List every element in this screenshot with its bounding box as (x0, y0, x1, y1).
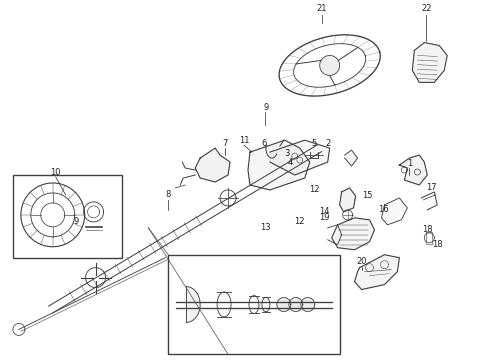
Text: 18: 18 (422, 225, 433, 234)
Text: 12: 12 (310, 185, 320, 194)
Polygon shape (382, 198, 407, 225)
Polygon shape (301, 298, 315, 311)
Text: 7: 7 (222, 139, 228, 148)
Polygon shape (289, 298, 303, 311)
Text: 8: 8 (166, 190, 171, 199)
Text: 18: 18 (432, 240, 442, 249)
Bar (13, 175, 122, 258)
Text: 11: 11 (239, 136, 249, 145)
Text: 13: 13 (260, 223, 270, 232)
Polygon shape (195, 148, 230, 182)
Text: 21: 21 (317, 4, 327, 13)
Polygon shape (355, 255, 399, 289)
Polygon shape (340, 188, 356, 212)
Text: 12: 12 (294, 217, 305, 226)
Text: 6: 6 (261, 139, 267, 148)
Polygon shape (186, 287, 200, 323)
Text: 4: 4 (287, 158, 293, 167)
Text: 1: 1 (407, 158, 412, 167)
Text: 9: 9 (73, 217, 78, 226)
Text: 14: 14 (319, 207, 330, 216)
Text: 9: 9 (263, 103, 269, 112)
Polygon shape (319, 55, 340, 75)
Text: 19: 19 (319, 213, 330, 222)
Text: 15: 15 (362, 192, 373, 201)
Text: 22: 22 (421, 4, 432, 13)
Polygon shape (399, 155, 427, 185)
Bar (168, 255, 340, 354)
Text: 20: 20 (356, 257, 367, 266)
Polygon shape (413, 42, 447, 82)
Polygon shape (332, 218, 374, 250)
Polygon shape (344, 150, 358, 166)
Text: 5: 5 (311, 139, 317, 148)
Text: 2: 2 (325, 139, 330, 148)
Text: 3: 3 (284, 149, 290, 158)
Polygon shape (270, 140, 330, 175)
Polygon shape (248, 140, 310, 190)
Polygon shape (277, 298, 291, 311)
Text: 16: 16 (378, 206, 389, 215)
Text: 10: 10 (50, 167, 61, 176)
Text: 17: 17 (426, 184, 437, 193)
